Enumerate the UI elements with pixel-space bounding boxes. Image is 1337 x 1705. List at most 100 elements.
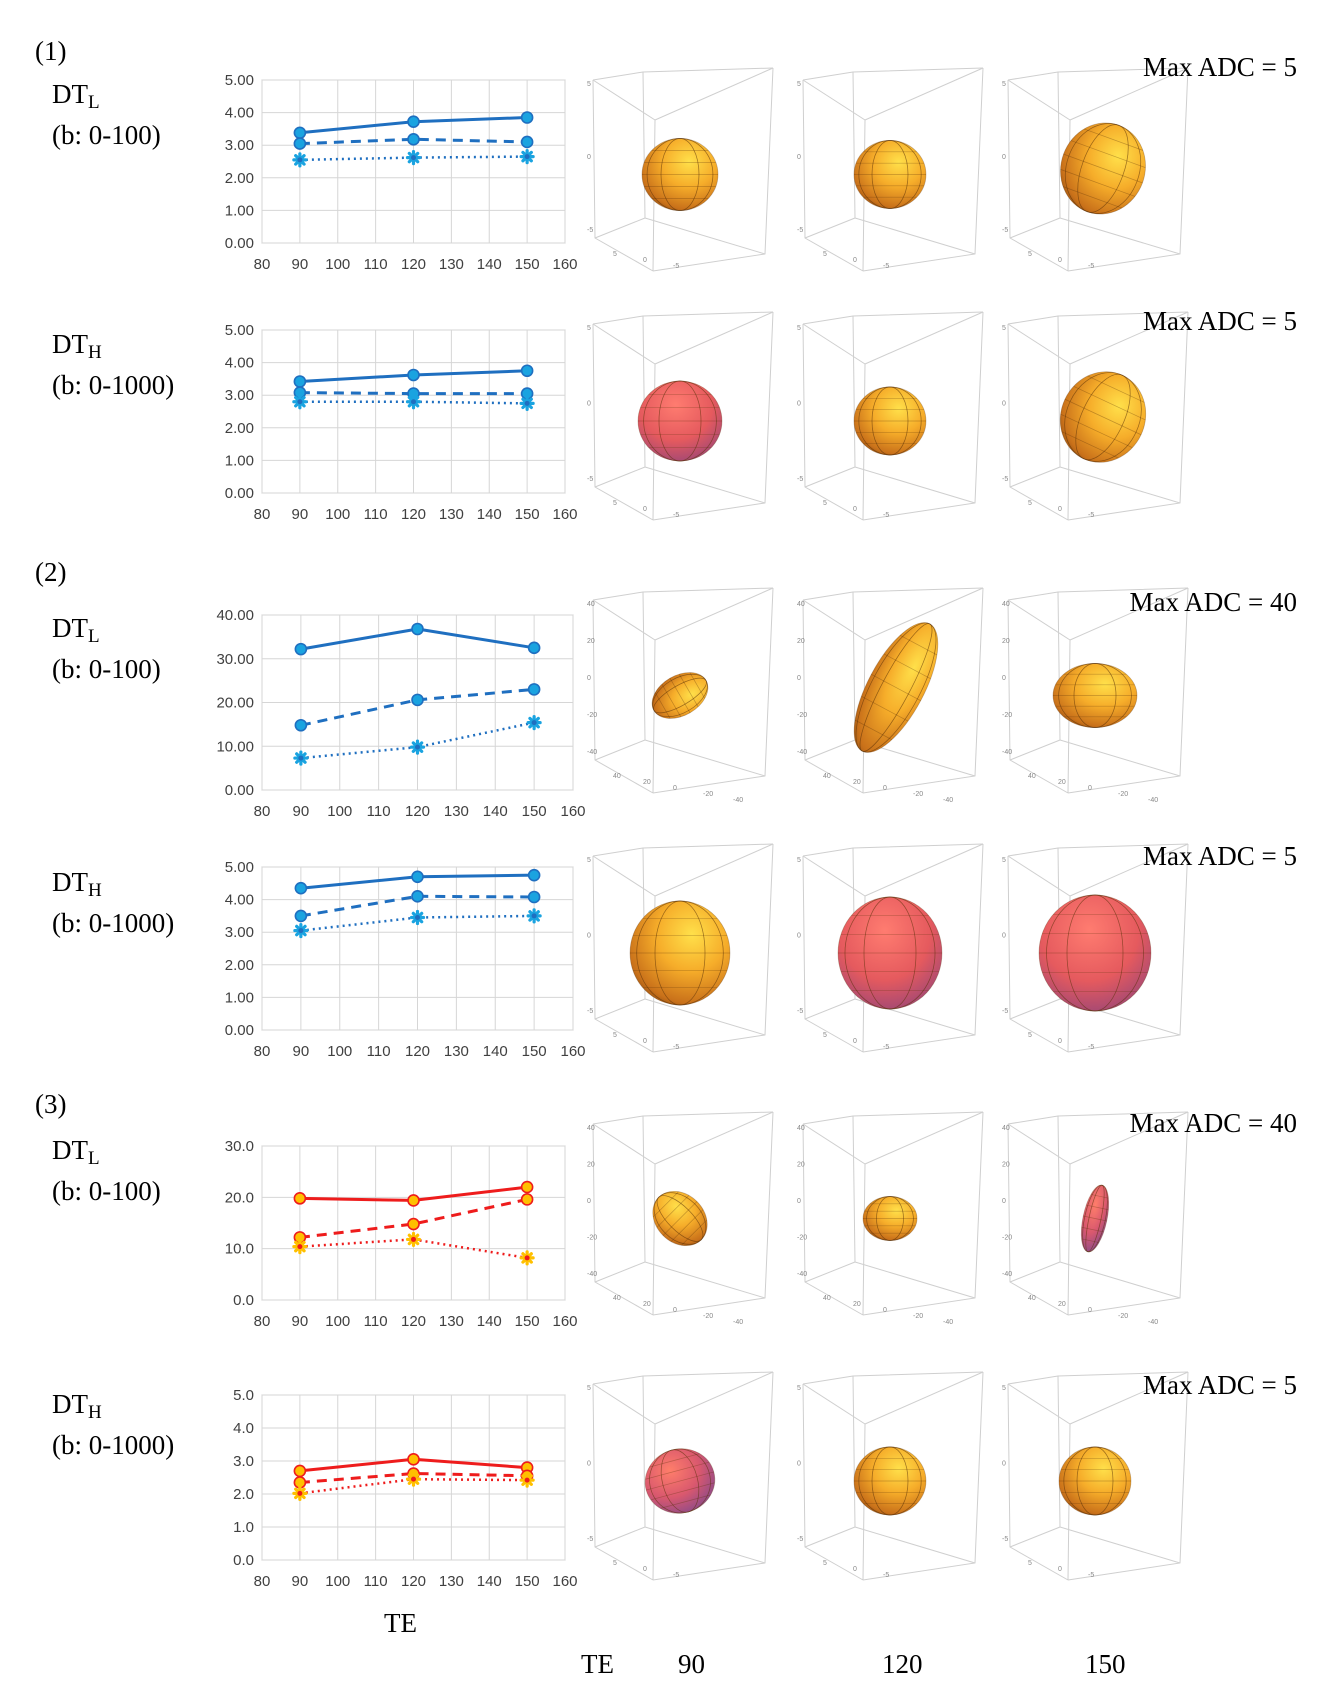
glyph-box: [1007, 587, 1189, 794]
mesh-meridian: [1085, 1184, 1105, 1253]
data-point-solid: [520, 1180, 534, 1194]
ellipsoid-surface: [652, 672, 708, 719]
mesh-meridian: [637, 380, 723, 462]
glyph-tick-label: 0: [1002, 1461, 1006, 1468]
glyph-tick-label: -5: [587, 476, 593, 483]
box-edge: [592, 1383, 656, 1425]
mesh-latitude: [1073, 386, 1146, 421]
mesh-meridian: [1077, 124, 1129, 213]
glyph-tick-label: 0: [587, 401, 591, 408]
mesh-meridian: [1058, 1446, 1132, 1516]
mesh-meridian: [858, 1446, 922, 1516]
glyph-tick-label: -5: [883, 263, 889, 270]
box-edge: [1007, 855, 1071, 897]
box-edge: [1009, 1261, 1061, 1283]
glyph-tick-label: 5: [797, 81, 801, 88]
y-tick-label: 2.00: [225, 170, 254, 187]
glyph-tick-label: -20: [703, 791, 713, 798]
box-edge: [804, 217, 856, 239]
glyph-tick-label: 20: [643, 779, 651, 786]
row-label-1: DTL (b: 0-100): [52, 78, 161, 151]
line-chart-3: 80 90 100 110 120 130 140 150 160 0.00 10.00 20.00 3…: [216, 607, 585, 820]
ellipsoid: [651, 672, 709, 719]
glyph-tick-label: 0: [853, 1038, 857, 1045]
box-edge: [1007, 1383, 1071, 1425]
x-tick-label: 80: [254, 1043, 271, 1060]
row-label-name: DT: [52, 79, 88, 109]
tensor-glyph-row6-te120: 5 0 -5 5 0 -5: [797, 1371, 984, 1581]
y-tick-label: 30.0: [225, 1138, 254, 1155]
glyph-tick-label: -20: [797, 1235, 807, 1242]
box-edge: [594, 466, 646, 488]
data-point-center: [531, 720, 537, 726]
glyph-tick-label: 0: [673, 785, 677, 792]
mesh-latitude: [650, 1482, 715, 1501]
glyph-tick-label: -5: [587, 1536, 593, 1543]
row-label-4: DTH (b: 0-1000): [52, 866, 174, 939]
box-edge: [592, 1111, 774, 1125]
data-point-solid: [520, 364, 534, 378]
x-tick-label: 160: [552, 256, 577, 273]
mesh-meridian: [649, 1448, 711, 1514]
data-point-solid: [527, 868, 541, 882]
x-tick-label: 150: [515, 1313, 540, 1330]
x-tick-label: 130: [439, 506, 464, 523]
tensor-glyph-row4-te90: 5 0 -5 5 0 -5: [587, 843, 774, 1053]
glyph-box: [1007, 1371, 1189, 1581]
x-tick-label: 90: [292, 506, 309, 523]
box-edge: [802, 843, 984, 857]
mesh-meridian: [1085, 1184, 1105, 1253]
data-point-dashed: [411, 890, 424, 903]
box-edge: [802, 1111, 984, 1125]
series-line-dashed: [299, 137, 528, 146]
glyph-tick-label: 0: [643, 506, 647, 513]
mesh-meridian: [1065, 123, 1141, 214]
glyph-tick-label: -5: [797, 227, 803, 234]
glyph-tick-label: 0: [1002, 1198, 1006, 1205]
mesh-meridian: [858, 140, 922, 209]
mesh-meridian: [858, 140, 922, 209]
mesh-meridian: [871, 140, 909, 209]
glyph-tick-label: 40: [613, 1295, 621, 1302]
row-label-b-range: (b: 0-1000): [52, 908, 175, 938]
mesh-meridian: [660, 1449, 700, 1513]
box-edge: [1009, 739, 1061, 761]
mesh-meridian: [863, 896, 917, 1010]
mesh-meridian: [871, 386, 909, 456]
glyph-tick-label: -5: [1088, 1572, 1094, 1579]
glyph-tick-label: -20: [703, 1313, 713, 1320]
glyph-axis-ticks: 5 0 -5 5 0 -5: [1002, 81, 1094, 270]
glyph-tick-label: 20: [1002, 638, 1010, 645]
ellipsoid-surface: [638, 381, 722, 461]
glyph-tick-label: 5: [587, 81, 591, 88]
mesh-meridian: [1073, 663, 1117, 728]
data-point-center: [411, 1236, 416, 1242]
glyph-tick-label: 0: [587, 154, 591, 161]
line-chart-1: 80 90 100 110 120 130 140 150 160 0.00 1.00 2.00 3.0…: [225, 72, 578, 273]
mesh-meridian: [859, 623, 933, 752]
y-tick-label: 0.0: [233, 1552, 254, 1569]
tensor-glyph-row4-te150: 5 0 -5 5 0 -5: [1002, 843, 1189, 1053]
x-tick-label: 150: [522, 1043, 547, 1060]
data-point-solid: [294, 881, 308, 895]
glyph-tick-label: -20: [913, 791, 923, 798]
glyph-tick-label: -5: [883, 1572, 889, 1579]
series-line-dashed: [300, 894, 535, 918]
glyph-axis-ticks: 40 20 0 -20 -40 40 20 0 -20 -40: [797, 601, 953, 804]
ellipsoid: [1052, 663, 1138, 728]
glyph-tick-label: -5: [1002, 476, 1008, 483]
data-point-center: [524, 1255, 530, 1261]
x-tick-label: 150: [515, 506, 540, 523]
ellipsoid: [1038, 894, 1152, 1012]
x-tick-label: 80: [254, 506, 271, 523]
x-tick-label: 140: [477, 506, 502, 523]
box-edge: [802, 599, 866, 641]
glyph-tick-label: 0: [1058, 1566, 1062, 1573]
box-edge: [592, 79, 656, 121]
row-label-subscript: H: [88, 880, 102, 901]
glyph-tick-label: 40: [797, 1125, 805, 1132]
row-label-b-range: (b: 0-100): [52, 120, 161, 150]
box-edge: [592, 843, 774, 857]
row-label-b-range: (b: 0-1000): [52, 370, 175, 400]
line-chart-6: 80 90 100 110 120 130 140 150 160 0.0 1.0 2.0 3.0 4.0…: [233, 1387, 577, 1590]
